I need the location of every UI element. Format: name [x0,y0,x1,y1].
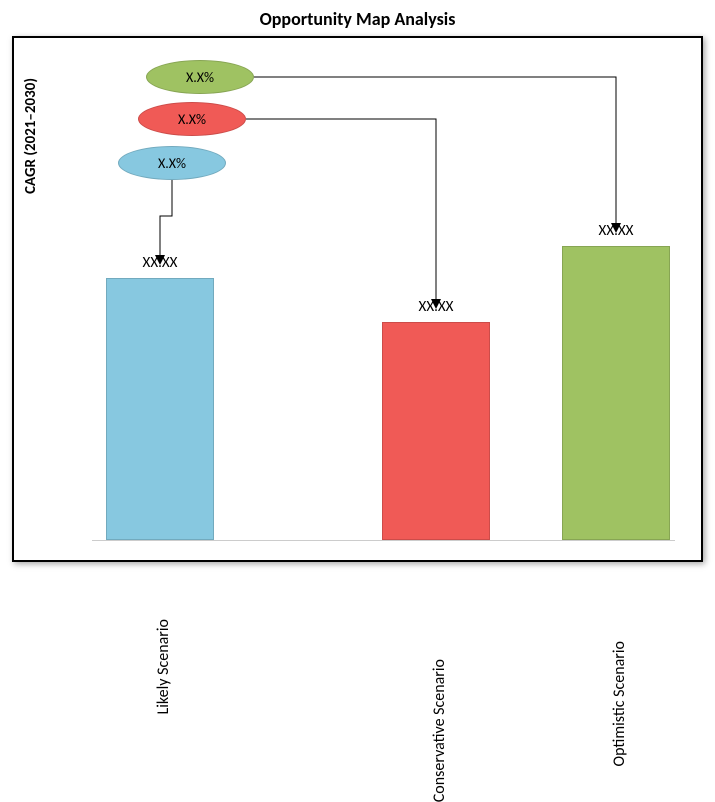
cagr-pill-label: X.X% [158,155,186,172]
cagr-pill-label: X.X% [178,111,206,128]
bar-name-conservative: Conservative Scenario [430,659,449,802]
cagr-pill-conservative: X.X% [138,102,246,136]
bar-conservative [382,322,490,540]
cagr-pill-optimistic: X.X% [146,60,254,94]
bar-value-conservative: XX.XX [376,298,496,316]
bar-value-optimistic: XX.XX [556,222,676,240]
arrow-path [160,180,172,260]
bar-value-likely: XX.XX [100,254,220,272]
chart-area: XX.XX Likely Scenario XX.XX Conservative… [62,50,685,548]
cagr-pill-label: X.X% [186,69,214,86]
arrow-path [254,77,616,228]
bar-likely [106,278,214,540]
cagr-pill-likely: X.X% [118,146,226,180]
bar-name-optimistic: Optimistic Scenario [610,641,629,767]
chart-frame: CAGR (2021–2030) XX.XX Likely Scenario X… [12,36,703,562]
arrow-path [246,119,436,304]
chart-title: Opportunity Map Analysis [0,0,715,34]
bar-name-likely: Likely Scenario [154,619,173,714]
bar-optimistic [562,246,670,540]
baseline [92,540,675,541]
y-axis-label: CAGR (2021–2030) [22,78,40,194]
